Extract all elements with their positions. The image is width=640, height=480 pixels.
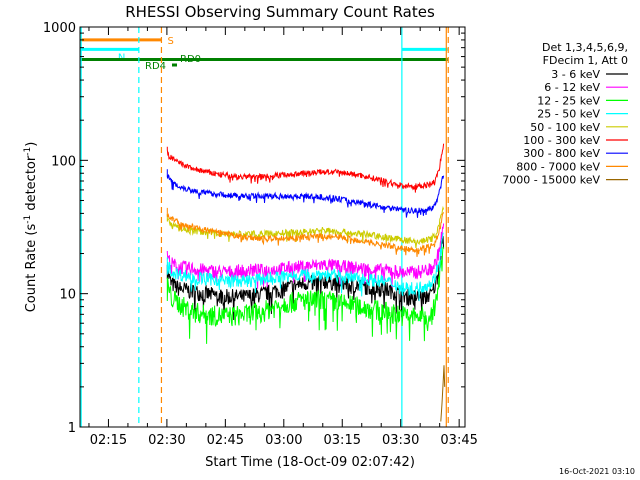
state-bar-label-0: S: [167, 36, 173, 47]
footer-timestamp: 16-Oct-2021 03:10: [559, 467, 635, 476]
y-tick-label-2: 100: [51, 154, 76, 169]
x-axis-label: Start Time (18-Oct-09 02:07:42): [205, 455, 415, 470]
plot-frame: [79, 26, 466, 428]
series-line-0: [166, 235, 445, 321]
legend-entry-1: 6 - 12 keV: [544, 81, 600, 94]
y-tick-label-0: 1: [68, 421, 76, 436]
plot-layer: S N RD4 RD0: [80, 27, 449, 427]
axes-layer: 02:15 02:30 02:45 03:00 03:15 03:30 03:45 1 10 10…: [43, 21, 478, 448]
x-tick-label-2: 02:45: [207, 433, 244, 448]
state-label-0: RD4: [145, 61, 166, 72]
legend-entry-8: 7000 - 15000 keV: [502, 174, 600, 187]
state-label-1: RD0: [180, 54, 201, 65]
series-line-6: [166, 169, 445, 218]
x-tick-label-0: 02:15: [90, 433, 127, 448]
y-tick-label-3: 1000: [43, 21, 76, 36]
series-line-4: [166, 205, 445, 249]
y-tick-label-1: 10: [59, 288, 76, 303]
x-tick-label-4: 03:15: [324, 433, 361, 448]
series-line-3: [166, 232, 444, 302]
legend-entry-2: 12 - 25 keV: [537, 94, 600, 107]
series-line-5: [166, 143, 445, 193]
legend-header-0: Det 1,3,4,5,6,9,: [542, 41, 628, 54]
x-tick-label-3: 03:00: [265, 433, 302, 448]
legend-entry-6: 300 - 800 keV: [523, 147, 600, 160]
x-tick-label-6: 03:45: [440, 433, 477, 448]
series-line-8: [440, 365, 446, 422]
series-line-7: [166, 207, 445, 257]
x-tick-label-5: 03:30: [382, 433, 419, 448]
x-tick-label-1: 02:30: [148, 433, 185, 448]
legend-entry-3: 25 - 50 keV: [537, 108, 600, 121]
legend-entry-4: 50 - 100 keV: [530, 121, 600, 134]
legend-entry-7: 800 - 7000 keV: [516, 160, 600, 173]
state-bar-label-1: N: [118, 52, 125, 63]
legend-entry-0: 3 - 6 keV: [551, 68, 600, 81]
y-axis-label: Count Rate (s-1 detector-1): [23, 142, 39, 313]
chart-title: RHESSI Observing Summary Count Rates: [125, 3, 435, 21]
legend-header-1: FDecim 1, Att 0: [543, 54, 628, 67]
series-line-2: [166, 246, 445, 344]
legend: Det 1,3,4,5,6,9,FDecim 1, Att 03 - 6 keV…: [502, 41, 628, 187]
legend-entry-5: 100 - 300 keV: [523, 134, 600, 147]
